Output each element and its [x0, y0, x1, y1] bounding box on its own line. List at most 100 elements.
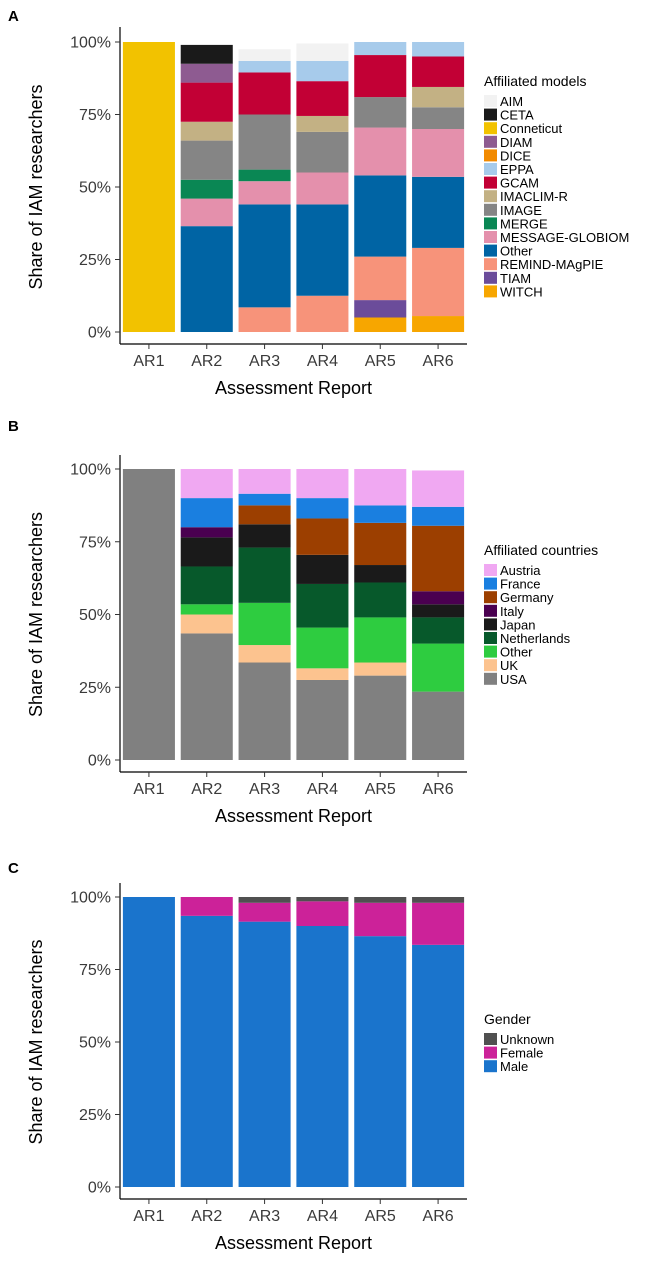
bar-segment-ar3-germany — [238, 505, 291, 525]
x-tick-label: AR5 — [365, 353, 396, 370]
x-axis-title: Assessment Report — [215, 1233, 372, 1253]
bar-segment-ar2-uk — [180, 614, 233, 634]
bar-segment-ar2-image — [180, 140, 233, 180]
panel-letter: C — [8, 860, 19, 877]
bar-segment-ar5-france — [354, 505, 407, 523]
x-tick-label: AR5 — [365, 1208, 396, 1225]
x-tick-label: AR2 — [191, 1208, 222, 1225]
y-tick-label: 0% — [88, 1180, 111, 1197]
bar-segment-ar6-netherlands — [412, 617, 465, 644]
bar-segment-ar3-eppa — [238, 60, 291, 73]
legend-label: Unknown — [500, 1032, 554, 1047]
bar-segment-ar5-image — [354, 97, 407, 128]
bar-segment-ar5-netherlands — [354, 582, 407, 618]
chart-panel-a: A 0% 25% 50% 75% 100% AR1 AR2 AR3 AR4 AR5 AR6 Assess… — [8, 8, 629, 398]
legend-swatch-japan — [484, 618, 497, 631]
legend-label: Netherlands — [500, 631, 571, 646]
bar-segment-ar4-gcam — [296, 81, 349, 116]
x-tick-label: AR1 — [133, 781, 164, 798]
bar-segment-ar3-male — [238, 921, 291, 1187]
bar-segment-ar3-image — [238, 114, 291, 170]
bar-segment-ar1-male — [122, 897, 175, 1187]
bar-segment-ar4-other — [296, 627, 349, 669]
bar-segment-ar5-other — [354, 175, 407, 257]
bar-segment-ar5-germany — [354, 522, 407, 566]
y-tick-label: 0% — [88, 325, 111, 342]
panel-letter: B — [8, 418, 19, 435]
legend-swatch-usa — [484, 672, 497, 685]
legend-swatch-imaclim-r — [484, 190, 497, 203]
legend: Affiliated countries AustriaFranceGermany… — [484, 542, 598, 687]
bar-segment-ar5-message-globiom — [354, 127, 407, 176]
x-tick-label: AR6 — [423, 353, 454, 370]
bar-segment-ar2-imaclim-r — [180, 121, 233, 141]
bar-segment-ar4-female — [296, 901, 349, 926]
legend-label: Italy — [500, 604, 524, 619]
bar-segment-ar4-aim — [296, 43, 349, 61]
legend-label: REMIND-MAgPIE — [500, 257, 604, 272]
bar-segment-ar5-female — [354, 902, 407, 937]
bar-segment-ar3-japan — [238, 524, 291, 548]
bar-segment-ar4-austria — [296, 469, 349, 499]
y-axis-title: Share of IAM researchers — [26, 939, 46, 1144]
bar-segment-ar6-germany — [412, 525, 465, 592]
legend-swatch-ceta — [484, 108, 497, 121]
bar-segment-ar3-message-globiom — [238, 181, 291, 205]
bar-segment-ar4-image — [296, 131, 349, 173]
legend-swatch-diam — [484, 135, 497, 148]
bar-segment-ar3-france — [238, 493, 291, 506]
y-axis-title: Share of IAM researchers — [26, 512, 46, 717]
bar-segment-ar2-diam — [180, 63, 233, 83]
legend-swatch-message-globiom — [484, 231, 497, 243]
bar-segment-ar5-remind-magpie — [354, 256, 407, 301]
bar-segment-ar6-message-globiom — [412, 129, 465, 177]
bar-segment-ar6-austria — [412, 470, 465, 507]
y-tick-label: 75% — [79, 107, 111, 124]
bar-segment-ar1-conneticut — [122, 42, 175, 332]
legend-swatch-gcam — [484, 176, 497, 189]
legend-label: EPPA — [500, 162, 534, 177]
bar-segment-ar6-usa — [412, 691, 465, 760]
bar-segment-ar2-female — [180, 897, 233, 916]
y-tick-label: 50% — [79, 1035, 111, 1052]
bar-segment-ar2-gcam — [180, 82, 233, 122]
x-tick-label: AR3 — [249, 781, 280, 798]
x-tick-label: AR1 — [133, 1208, 164, 1225]
bar-segment-ar6-italy — [412, 591, 465, 605]
bar-segment-ar3-other — [238, 204, 291, 308]
legend-label: Germany — [500, 590, 554, 605]
bar-segment-ar3-female — [238, 902, 291, 922]
bar-segment-ar3-usa — [238, 662, 291, 760]
bar-segment-ar2-other — [180, 226, 233, 332]
bar-segment-ar2-japan — [180, 537, 233, 567]
bar-segment-ar5-gcam — [354, 55, 407, 98]
legend-label: DIAM — [500, 135, 533, 150]
bar-segment-ar2-ceta — [180, 44, 233, 64]
legend-label: IMAGE — [500, 203, 542, 218]
bar-segment-ar2-usa — [180, 633, 233, 760]
bar-segment-ar3-netherlands — [238, 547, 291, 603]
x-tick-label: AR4 — [307, 1208, 338, 1225]
legend-label: Japan — [500, 617, 535, 632]
bar-segment-ar5-other — [354, 617, 407, 663]
legend-label: AIM — [500, 94, 523, 109]
chart-panel-b: B 0% 25% 50% 75% 100% AR1 AR2 AR3 AR4 AR5 AR6 Assess… — [8, 418, 598, 826]
bar-segment-ar3-unknown — [238, 897, 291, 903]
y-tick-label: 25% — [79, 252, 111, 269]
bar-segment-ar3-gcam — [238, 72, 291, 115]
x-axis-title: Assessment Report — [215, 806, 372, 826]
legend-swatch-tiam — [484, 271, 497, 284]
legend-swatch-female — [484, 1046, 497, 1059]
bar-segment-ar6-other — [412, 643, 465, 692]
legend-swatch-dice — [484, 149, 497, 162]
legend-label: Conneticut — [500, 121, 563, 136]
legend-label: Other — [500, 244, 533, 259]
bar-segment-ar4-uk — [296, 668, 349, 680]
legend-label: GCAM — [500, 176, 539, 191]
legend-label: WITCH — [500, 284, 543, 299]
bar-segment-ar2-merge — [180, 179, 233, 199]
legend-swatch-france — [484, 577, 497, 590]
chart-panel-c: C 0% 25% 50% 75% 100% AR1 AR2 AR3 AR4 AR5 AR6 Assess… — [8, 860, 554, 1253]
bar-segment-ar4-message-globiom — [296, 172, 349, 205]
